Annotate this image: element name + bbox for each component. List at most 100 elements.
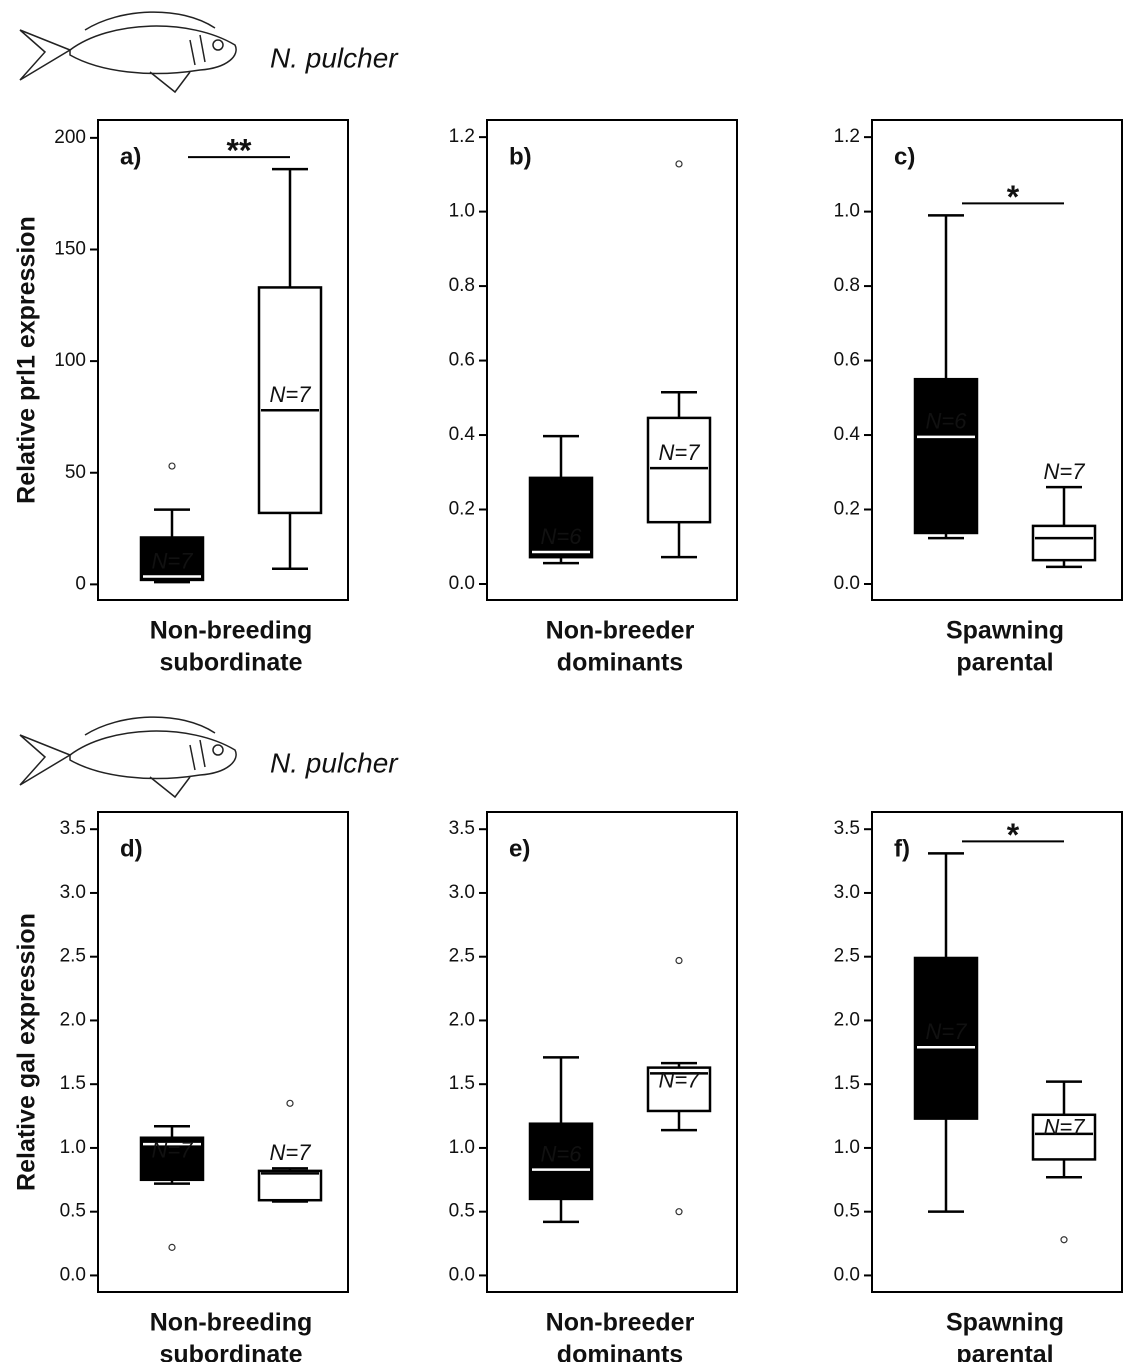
y-tick-label: 0.0: [60, 1264, 86, 1285]
panel-frame: [486, 811, 738, 1293]
y-tick-label: 0.0: [449, 1264, 475, 1285]
y-tick-label: 0.8: [449, 275, 475, 296]
panel-label: e): [509, 835, 530, 862]
outlier: [675, 956, 683, 965]
y-tick-label: 2.0: [449, 1009, 475, 1030]
y-tick-label: 1.5: [834, 1073, 860, 1094]
y-tick-label: 1.0: [834, 1137, 860, 1158]
x-axis-label: Non-breeding: [150, 1309, 313, 1337]
y-tick-label: 0.2: [449, 499, 475, 520]
y-tick-label: 1.0: [449, 201, 475, 222]
y-tick-label: 0.4: [449, 424, 476, 445]
y-tick-label: 1.2: [449, 126, 475, 147]
box: [139, 536, 205, 582]
fish-illustration: [19, 716, 237, 799]
y-tick-label: 0.5: [834, 1201, 860, 1222]
x-axis-label: dominants: [557, 1341, 683, 1362]
y-tick-label: 0.0: [834, 573, 860, 594]
significance-label: *: [1007, 817, 1020, 853]
outlier: [1060, 1236, 1068, 1244]
box: [646, 416, 712, 524]
y-tick-label: 200: [54, 127, 86, 148]
x-axis-label: Non-breeder: [546, 1309, 695, 1337]
n-label: N=7: [1044, 1115, 1086, 1140]
panel-frame: [486, 119, 738, 601]
panel-label: f): [894, 835, 910, 862]
box: [528, 1122, 594, 1201]
y-tick-label: 100: [54, 350, 86, 371]
n-label: N=7: [152, 1138, 194, 1163]
panel-label: d): [120, 835, 143, 862]
x-axis-label: parental: [956, 1341, 1053, 1362]
n-label: N=7: [270, 382, 312, 407]
y-tick-label: 3.5: [834, 818, 860, 839]
y-tick-label: 1.0: [834, 201, 860, 222]
n-label: N=6: [541, 1141, 583, 1166]
n-label: N=7: [659, 1067, 701, 1092]
box: [528, 476, 594, 559]
x-axis-label: Spawning: [946, 1309, 1064, 1337]
x-axis-label: parental: [956, 649, 1053, 677]
y-tick-label: 2.5: [60, 946, 86, 967]
y-tick-label: 150: [54, 239, 86, 260]
y-tick-label: 0.0: [834, 1264, 860, 1285]
significance-label: *: [1007, 179, 1020, 215]
panel-frame: [871, 811, 1123, 1293]
y-tick-label: 50: [65, 462, 86, 483]
outlier: [286, 1099, 294, 1107]
x-axis-label: Non-breeder: [546, 617, 695, 645]
panel-label: c): [894, 143, 915, 170]
y-tick-label: 0.8: [834, 275, 860, 296]
y-tick-label: 0.6: [834, 350, 860, 371]
y-tick-label: 0.0: [449, 573, 475, 594]
y-tick-label: 2.5: [449, 946, 475, 967]
panel-frame: [97, 811, 349, 1293]
x-axis-label: Non-breeding: [150, 617, 313, 645]
box: [1031, 1113, 1097, 1161]
panel-frame: [97, 119, 349, 601]
panel-label: a): [120, 143, 141, 170]
y-axis-label: Relative gal expression: [13, 913, 41, 1191]
box: [646, 1066, 712, 1113]
outlier: [168, 1243, 176, 1251]
y-tick-label: 3.0: [834, 882, 860, 903]
species-label: N. pulcher: [270, 747, 399, 778]
y-tick-label: 0: [75, 573, 86, 594]
box: [1031, 524, 1097, 562]
outlier: [168, 462, 176, 470]
y-tick-label: 0.2: [834, 499, 860, 520]
y-tick-label: 0.5: [449, 1201, 475, 1222]
y-tick-label: 0.4: [834, 424, 861, 445]
y-tick-label: 1.0: [60, 1137, 86, 1158]
y-tick-label: 0.6: [449, 350, 475, 371]
fish-illustration: [19, 11, 237, 94]
y-tick-label: 3.0: [449, 882, 475, 903]
box: [257, 286, 323, 515]
n-label: N=6: [926, 409, 968, 434]
y-tick-label: 1.2: [834, 126, 860, 147]
panel-label: b): [509, 143, 532, 170]
significance-label: **: [227, 133, 252, 169]
species-label: N. pulcher: [270, 42, 399, 73]
y-tick-label: 1.5: [60, 1073, 86, 1094]
n-label: N=7: [659, 440, 701, 465]
outlier: [675, 160, 683, 168]
box: [913, 956, 979, 1120]
box: [257, 1169, 323, 1202]
y-tick-label: 2.5: [834, 946, 860, 967]
y-tick-label: 3.5: [449, 818, 475, 839]
n-label: N=7: [926, 1019, 968, 1044]
n-label: N=7: [270, 1140, 312, 1165]
x-axis-label: subordinate: [159, 1341, 302, 1362]
box: [913, 377, 979, 535]
y-tick-label: 3.0: [60, 882, 86, 903]
n-label: N=7: [152, 548, 194, 573]
y-tick-label: 3.5: [60, 818, 86, 839]
x-axis-label: dominants: [557, 649, 683, 677]
y-tick-label: 1.5: [449, 1073, 475, 1094]
y-tick-label: 2.0: [834, 1009, 860, 1030]
x-axis-label: subordinate: [159, 649, 302, 677]
y-axis-label: Relative prl1 expression: [13, 216, 41, 504]
y-tick-label: 2.0: [60, 1009, 86, 1030]
